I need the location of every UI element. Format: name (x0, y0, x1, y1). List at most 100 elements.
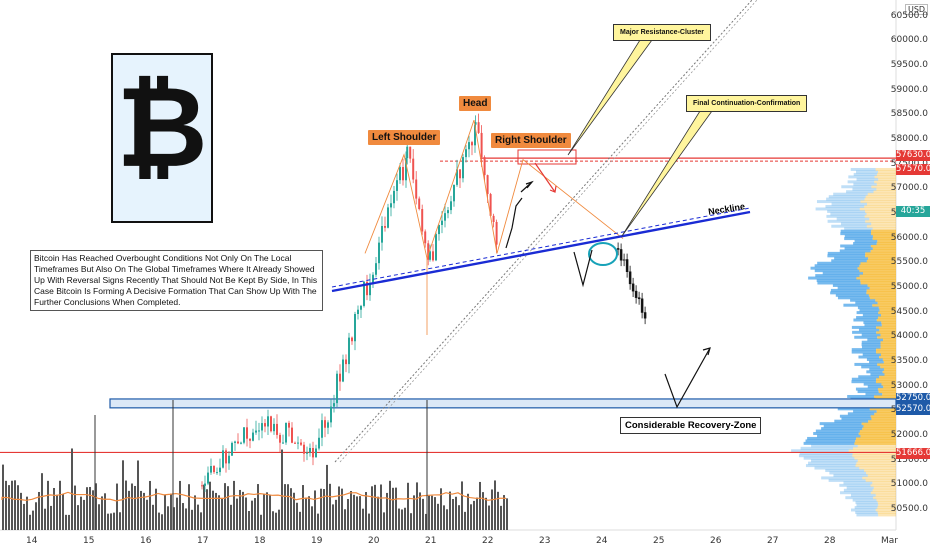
volume-bar (131, 484, 133, 530)
candle-body (424, 231, 426, 243)
y-tick-label: 60500.0 (891, 11, 928, 21)
price-tag: 52570.0 (896, 404, 930, 415)
price-tag: 57630.0 (896, 150, 930, 161)
volume-bar (503, 495, 505, 530)
candle-body (297, 443, 299, 444)
candle-body (231, 443, 233, 456)
volume-bar (317, 514, 319, 530)
volume-bar (47, 481, 49, 530)
x-tick-label: 15 (83, 536, 94, 546)
projection-candle-body (620, 249, 622, 260)
volume-bar (170, 494, 172, 530)
candle-body (390, 203, 392, 207)
volume-bar (302, 485, 304, 530)
volume-bar (269, 495, 271, 530)
recovery-zone-label: Considerable Recovery-Zone (620, 417, 761, 434)
volume-bar (68, 515, 70, 530)
volume-bar (344, 509, 346, 530)
volume-bar (83, 500, 85, 530)
volume-bar (194, 495, 196, 530)
volume-bar (128, 491, 130, 530)
candle-body (384, 226, 386, 228)
candle-body (402, 167, 404, 180)
volume-bar (434, 497, 436, 530)
candle-body (406, 147, 408, 158)
candle-body (387, 207, 389, 227)
volume-bar (152, 505, 154, 530)
volume-bar (473, 501, 475, 530)
candle-body (315, 448, 317, 457)
volume-bar (380, 484, 382, 530)
volume-bar (296, 503, 298, 530)
volume-bar (284, 484, 286, 530)
volume-bar (200, 512, 202, 530)
bitcoin-logo: ₿ (111, 53, 213, 223)
volume-bar (371, 486, 373, 530)
recovery-zone-box (110, 399, 896, 408)
volume-bar (419, 492, 421, 530)
candle-body (207, 473, 209, 484)
y-tick-label: 55000.0 (891, 282, 928, 292)
volume-bar (20, 493, 22, 530)
volume-bar (218, 495, 220, 530)
volume-bar (335, 500, 337, 530)
volume-bar (476, 498, 478, 530)
candle-body (234, 442, 236, 443)
volume-bar (392, 488, 394, 530)
y-tick-label: 59000.0 (891, 85, 928, 95)
volume-bar (122, 460, 124, 530)
bitcoin-icon: ₿ (113, 63, 211, 192)
candle-body (412, 159, 414, 180)
volume-bar (362, 509, 364, 530)
y-tick-label: 53500.0 (891, 356, 928, 366)
x-tick-label: 17 (197, 536, 208, 546)
candle-body (282, 443, 284, 444)
resistance-box (518, 150, 576, 164)
volume-bar (164, 495, 166, 530)
volume-bar (50, 506, 52, 530)
y-tick-label: 57000.0 (891, 183, 928, 193)
volume-bar (65, 515, 67, 530)
candle-body (348, 338, 350, 365)
volume-bar (143, 493, 145, 530)
candle-body (435, 234, 437, 260)
volume-bar (167, 506, 169, 530)
candle-body (447, 210, 449, 213)
candle-body (421, 209, 423, 231)
candle-body (462, 157, 464, 178)
volume-bar (257, 484, 259, 530)
volume-bar (368, 514, 370, 530)
volume-bar (8, 485, 10, 530)
candle-body (409, 147, 411, 159)
candle-body (216, 472, 218, 473)
volume-bar (323, 489, 325, 530)
volume-bar (329, 484, 331, 530)
trend-line-dotted (340, 0, 757, 462)
candle-body (450, 201, 452, 210)
volume-bar (236, 499, 238, 530)
volume-bar (395, 488, 397, 530)
volume-bar (428, 495, 430, 530)
volume-bar (452, 499, 454, 530)
volume-bar (101, 496, 103, 530)
volume-bar (56, 495, 58, 530)
volume-bar (479, 482, 481, 530)
candle-body (393, 191, 395, 203)
down-arrow (535, 163, 555, 192)
volume-bar (314, 490, 316, 530)
candle-body (303, 445, 305, 454)
candle-body (432, 251, 434, 260)
volume-bar (161, 514, 163, 530)
volume-bar (254, 498, 256, 530)
volume-bar (458, 505, 460, 530)
volume-bar (398, 509, 400, 530)
candle-body (381, 226, 383, 243)
candle-body (396, 180, 398, 191)
candle-body (288, 423, 290, 428)
candle-body (357, 310, 359, 314)
volume-bar (53, 488, 55, 530)
projection-candle-body (626, 260, 628, 272)
volume-bar (224, 483, 226, 530)
volume-bar (185, 508, 187, 530)
volume-bar (416, 482, 418, 530)
